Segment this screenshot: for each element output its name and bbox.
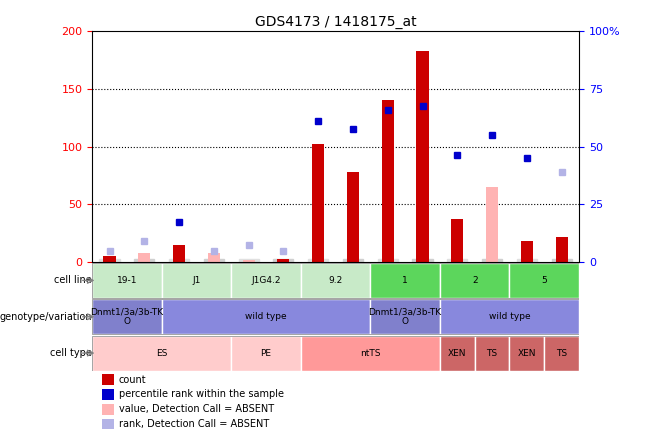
FancyBboxPatch shape [92,299,162,334]
FancyBboxPatch shape [162,299,370,334]
FancyBboxPatch shape [440,336,474,370]
FancyBboxPatch shape [370,263,440,298]
Text: cell line: cell line [55,275,92,285]
Text: cell type: cell type [50,348,92,358]
FancyBboxPatch shape [474,336,509,370]
Text: value, Detection Call = ABSENT: value, Detection Call = ABSENT [119,404,274,414]
Bar [208,253,220,262]
Text: 1: 1 [402,276,408,285]
Text: 2: 2 [472,276,478,285]
Text: rank, Detection Call = ABSENT: rank, Detection Call = ABSENT [119,419,269,429]
Bar [102,389,114,400]
FancyBboxPatch shape [370,299,440,334]
Bar [102,419,114,429]
Bar [102,404,114,415]
Bar [138,253,151,262]
Bar [103,257,116,262]
FancyBboxPatch shape [544,336,579,370]
Bar [417,51,428,262]
Bar [451,219,463,262]
Text: percentile rank within the sample: percentile rank within the sample [119,389,284,400]
Bar [173,245,185,262]
FancyBboxPatch shape [231,336,301,370]
Text: wild type: wild type [489,312,530,321]
Bar [520,242,533,262]
FancyBboxPatch shape [440,263,509,298]
Text: genotype/variation: genotype/variation [0,312,92,322]
Text: XEN: XEN [448,349,467,357]
Text: count: count [119,375,147,385]
Bar [486,187,498,262]
Text: J1G4.2: J1G4.2 [251,276,281,285]
Text: ES: ES [156,349,167,357]
Text: J1: J1 [192,276,201,285]
Text: Dnmt1/3a/3b-TK
O: Dnmt1/3a/3b-TK O [90,307,163,326]
Bar [312,144,324,262]
Text: 9.2: 9.2 [328,276,343,285]
Bar [382,100,394,262]
Text: wild type: wild type [245,312,287,321]
Text: ntTS: ntTS [360,349,380,357]
Text: PE: PE [261,349,272,357]
Text: TS: TS [556,349,567,357]
FancyBboxPatch shape [509,263,579,298]
Bar [277,259,290,262]
Bar [347,172,359,262]
FancyBboxPatch shape [92,263,162,298]
Bar [102,374,114,385]
Title: GDS4173 / 1418175_at: GDS4173 / 1418175_at [255,15,417,29]
Text: Dnmt1/3a/3b-TK
O: Dnmt1/3a/3b-TK O [368,307,442,326]
FancyBboxPatch shape [92,336,231,370]
FancyBboxPatch shape [301,263,370,298]
Text: TS: TS [486,349,497,357]
FancyBboxPatch shape [231,263,301,298]
Text: 5: 5 [542,276,547,285]
Text: XEN: XEN [518,349,536,357]
Bar [243,260,255,262]
FancyBboxPatch shape [440,299,579,334]
FancyBboxPatch shape [509,336,544,370]
FancyBboxPatch shape [301,336,440,370]
Text: 19-1: 19-1 [116,276,137,285]
Bar [555,237,568,262]
FancyBboxPatch shape [162,263,231,298]
